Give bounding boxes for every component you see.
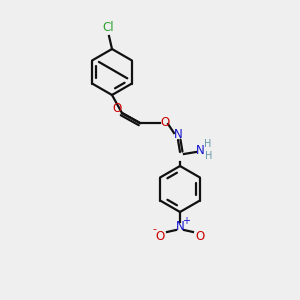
Text: H: H — [205, 151, 213, 161]
Text: O: O — [112, 103, 122, 116]
Text: -: - — [152, 224, 156, 234]
Text: O: O — [155, 230, 165, 242]
Text: N: N — [174, 128, 182, 142]
Text: H: H — [204, 139, 212, 149]
Text: Cl: Cl — [102, 21, 114, 34]
Text: O: O — [195, 230, 205, 242]
Text: N: N — [196, 143, 204, 157]
Text: O: O — [160, 116, 169, 128]
Text: N: N — [176, 220, 184, 232]
Text: +: + — [182, 216, 190, 226]
